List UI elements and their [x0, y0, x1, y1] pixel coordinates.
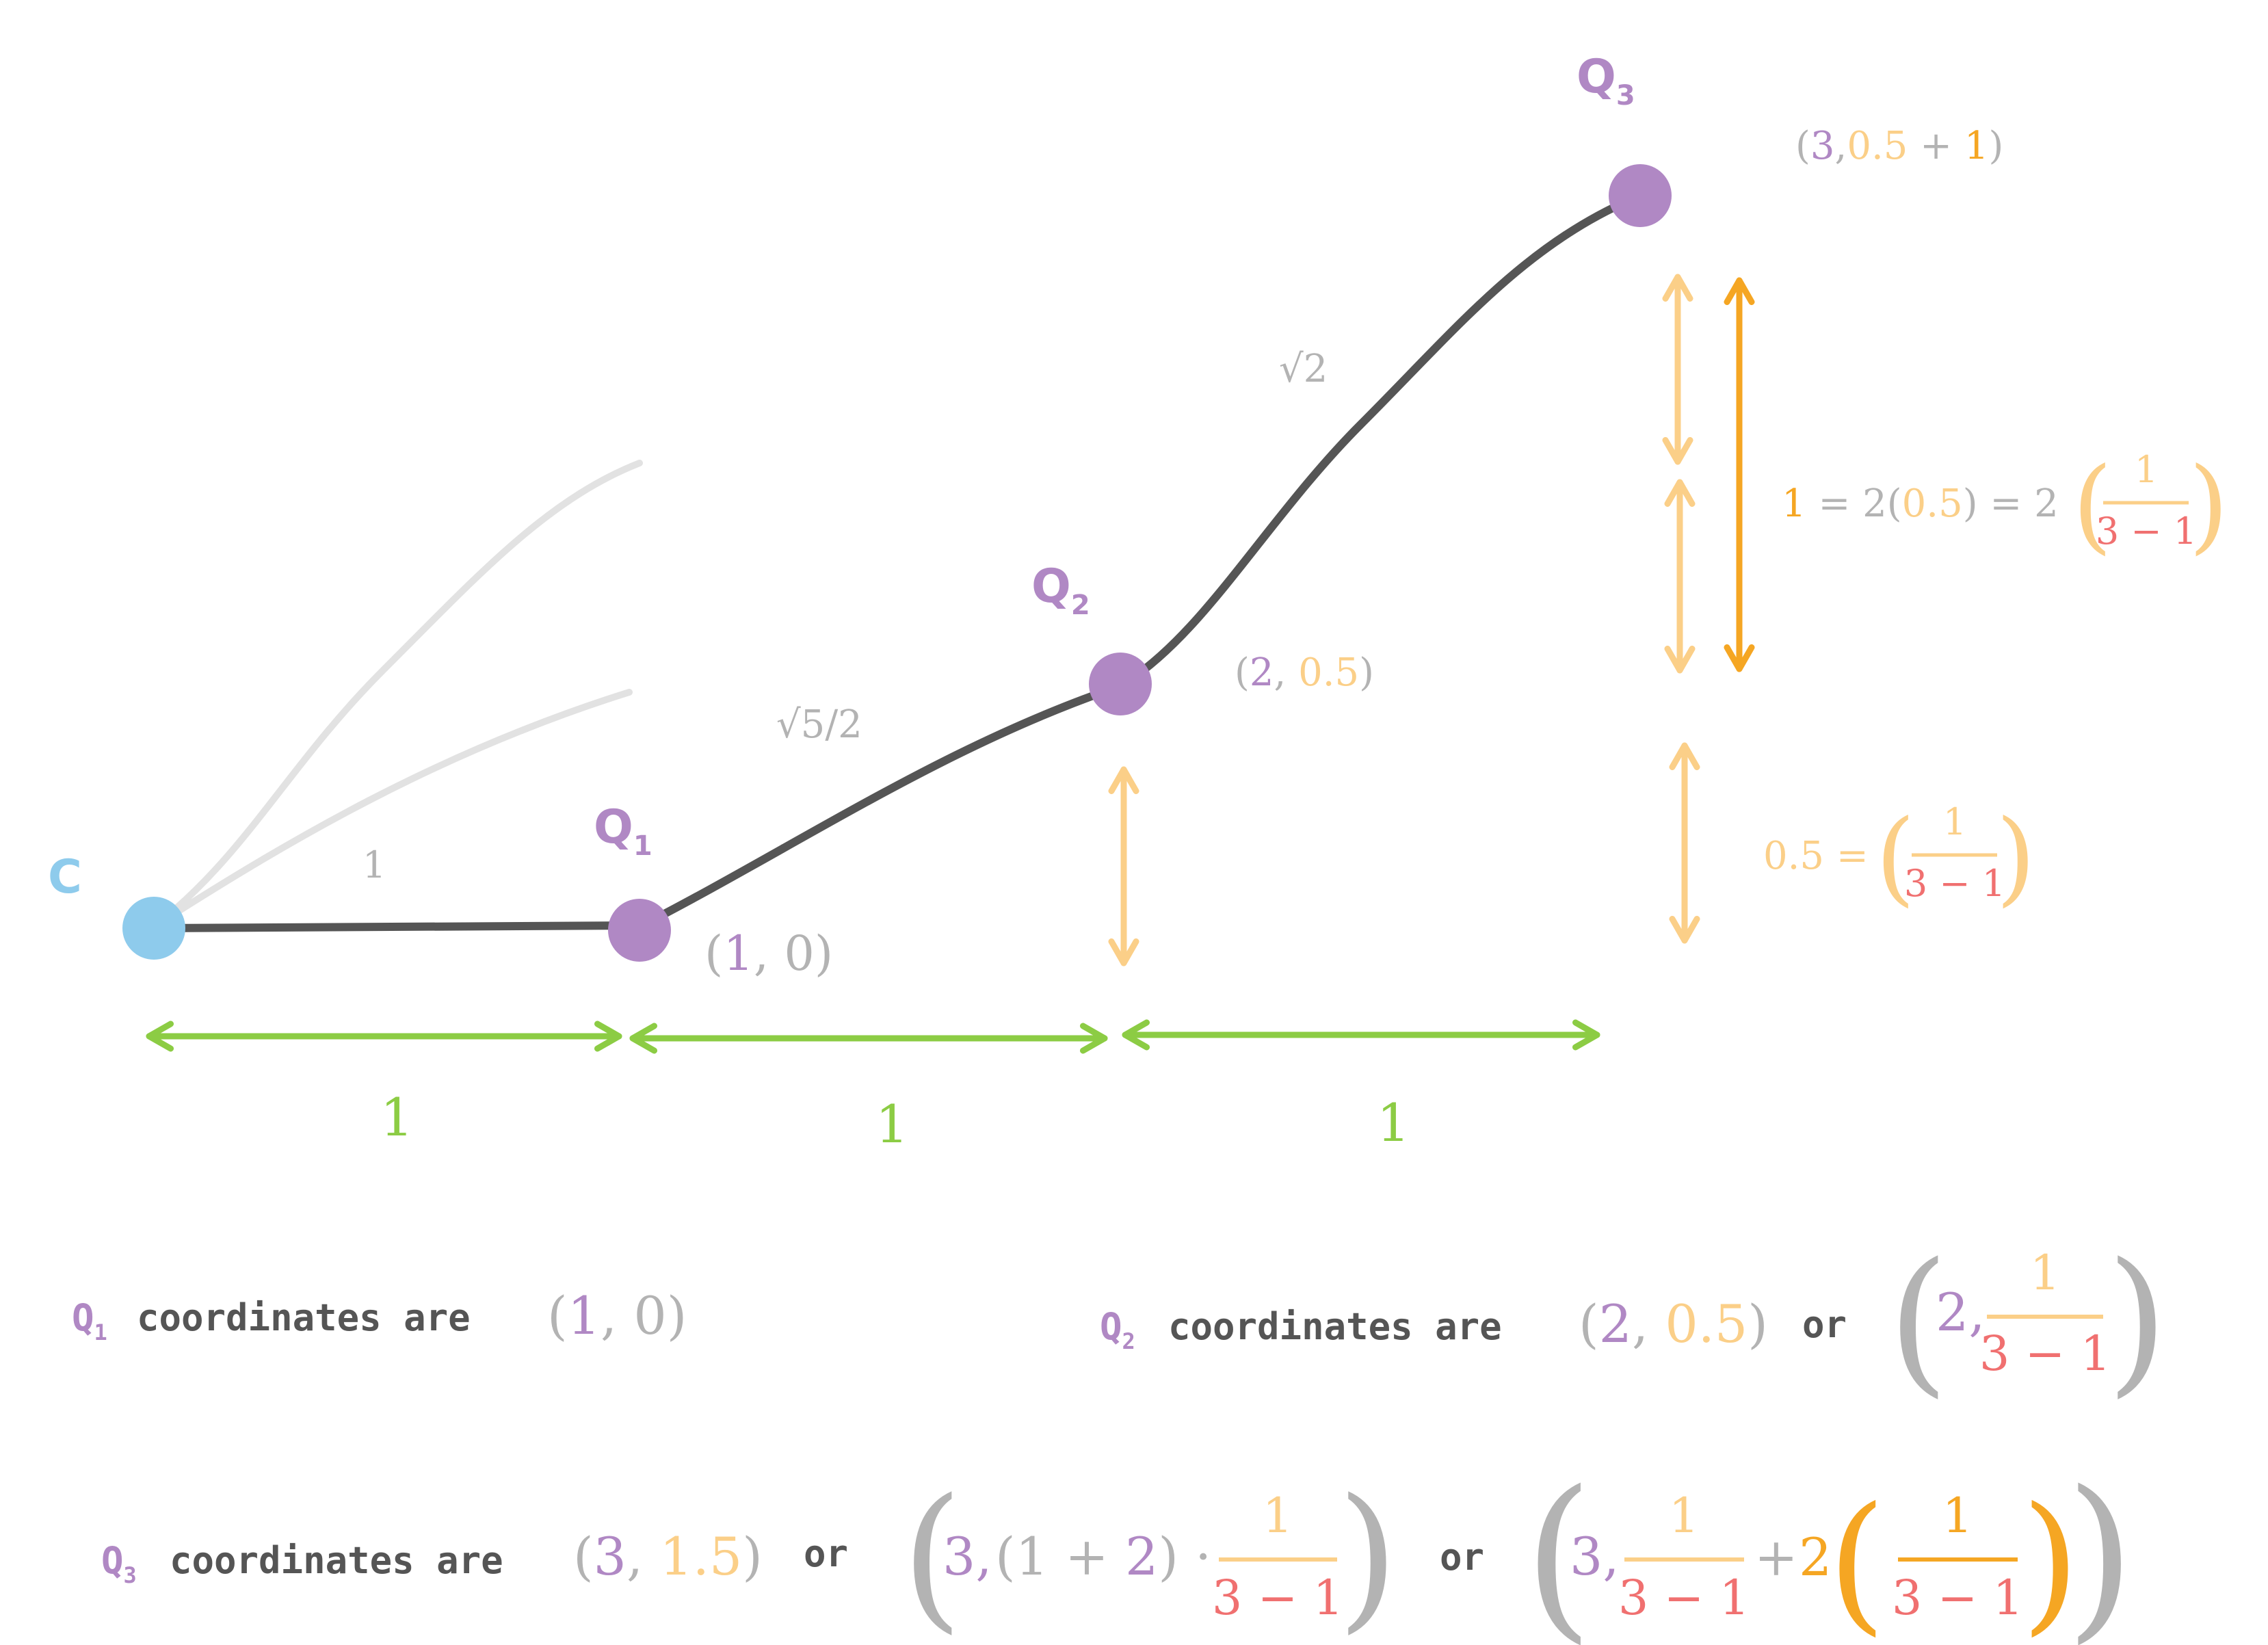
svg-text:3 − 1: 3 − 1	[1904, 862, 2005, 905]
svg-text:3 − 1: 3 − 1	[1618, 1570, 1750, 1626]
svg-text:(: (	[1888, 1230, 1949, 1412]
svg-text:2: 2	[1799, 1527, 1832, 1588]
svg-text:): )	[2107, 1230, 2168, 1412]
svg-text:or: or	[1802, 1303, 1847, 1346]
label-c: C	[48, 850, 82, 904]
coord-q2: (2, 0.5)	[1235, 650, 1374, 695]
svg-text:3,: 3,	[942, 1526, 992, 1587]
svg-text:1: 1	[1943, 800, 1966, 843]
svg-text:(3, 1.5): (3, 1.5)	[573, 1526, 763, 1587]
spacing-label-2: 1	[875, 1094, 908, 1155]
svg-text:3 − 1: 3 − 1	[1979, 1326, 2111, 1382]
label-q1: Q1	[594, 800, 652, 862]
svg-text:1: 1	[2135, 448, 2158, 491]
equation-upper: 1 = 2(0.5) = 2 ( 1 3 − 1 )	[1782, 446, 2229, 565]
segment-q2-q3	[1116, 192, 1644, 690]
svg-text:+: +	[1754, 1527, 1798, 1588]
svg-text:2,: 2,	[1936, 1282, 1986, 1343]
label-q2: Q2	[1031, 560, 1090, 621]
segment-q1-q2	[635, 682, 1124, 931]
svg-text:(: (	[1524, 1453, 1593, 1645]
point-q1	[608, 899, 671, 962]
svg-text:): )	[2066, 1453, 2135, 1645]
length-q2-q3: √2	[1279, 347, 1328, 391]
svg-text:(1, 0): (1, 0)	[547, 1285, 687, 1346]
svg-text:1 = 2(0.5) = 2: 1 = 2(0.5) = 2	[1782, 482, 2059, 526]
length-c-q1: 1	[362, 843, 386, 886]
faint-path-lower	[150, 689, 633, 930]
svg-text:coordinates are: coordinates are	[137, 1296, 471, 1339]
svg-text:(: (	[1828, 1475, 1886, 1645]
svg-text:coordinates are: coordinates are	[170, 1539, 503, 1582]
caption-q3: Q3 coordinates are (3, 1.5) or ( 3, (1 +…	[101, 1453, 2135, 1645]
svg-text:(: (	[1875, 798, 1916, 917]
point-q2	[1089, 653, 1152, 715]
segment-c-q1	[150, 921, 644, 932]
svg-text:1: 1	[1942, 1488, 1973, 1544]
svg-text:): )	[2189, 446, 2229, 565]
spacing-label-3: 1	[1377, 1092, 1410, 1153]
length-q1-q2: √5/2	[776, 702, 862, 747]
svg-text:0.5 =: 0.5 =	[1763, 834, 1869, 878]
svg-text:1: 1	[1669, 1488, 1700, 1544]
svg-text:3,: 3,	[1570, 1526, 1620, 1587]
svg-text:coordinates are: coordinates are	[1168, 1305, 1502, 1348]
equation-lower: 0.5 = ( 1 3 − 1 )	[1763, 798, 2036, 917]
caption-q2: Q2 coordinates are (2, 0.5) or ( 2, 1 3 …	[1100, 1230, 2168, 1412]
svg-text:1: 1	[2030, 1245, 2061, 1301]
svg-text:(2, 0.5): (2, 0.5)	[1579, 1293, 1768, 1354]
svg-text:Q1: Q1	[72, 1296, 107, 1345]
svg-text:): )	[1337, 1466, 1399, 1645]
svg-text:(: (	[901, 1466, 963, 1645]
svg-text:(1 + 2) ·: (1 + 2) ·	[995, 1526, 1211, 1587]
svg-text:Q2: Q2	[1100, 1305, 1135, 1354]
svg-text:(: (	[2072, 446, 2113, 565]
svg-text:3 − 1: 3 − 1	[1212, 1570, 1343, 1626]
svg-text:3 − 1: 3 − 1	[2096, 510, 2197, 553]
svg-text:3 − 1: 3 − 1	[1892, 1570, 2023, 1626]
coord-q3: (3,0.5 + 1)	[1795, 124, 2003, 168]
svg-text:or: or	[804, 1532, 848, 1575]
svg-text:Q3: Q3	[101, 1539, 137, 1588]
spacing-label-1: 1	[380, 1087, 413, 1148]
coord-q1: (1, 0)	[704, 925, 833, 982]
svg-text:1: 1	[1263, 1488, 1293, 1544]
faint-path-upper	[150, 460, 643, 930]
svg-text:): )	[2021, 1475, 2080, 1645]
caption-q1: Q1 coordinates are (1, 0)	[72, 1285, 687, 1346]
point-c	[122, 897, 185, 960]
point-q3	[1609, 164, 1672, 227]
label-q3: Q3	[1577, 50, 1635, 111]
svg-text:): )	[1996, 798, 2036, 917]
svg-text:or: or	[1440, 1536, 1484, 1579]
